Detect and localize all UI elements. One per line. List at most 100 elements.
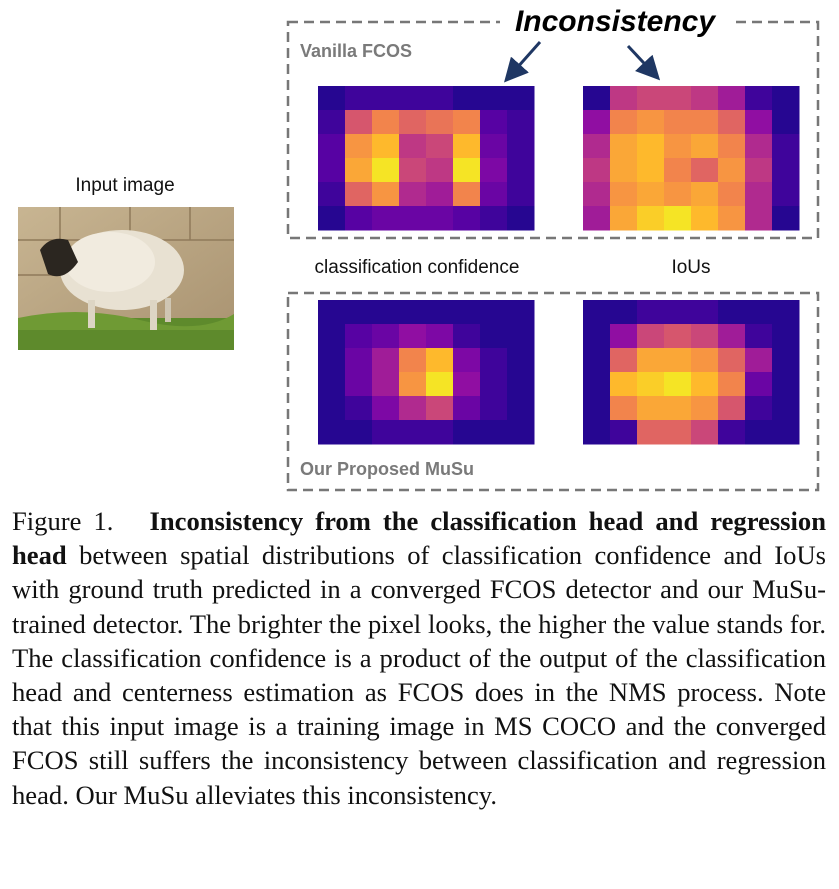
heatmap-cell — [718, 206, 746, 231]
heatmap-cell — [453, 300, 481, 325]
heatmap-cell — [583, 348, 611, 373]
heatmap-cell — [480, 86, 508, 111]
heatmap-cell — [664, 348, 692, 373]
heatmap — [318, 300, 535, 445]
heatmap-cell — [772, 348, 800, 373]
heatmap-cell — [664, 372, 692, 397]
heatmap-cell — [583, 396, 611, 421]
heatmap-cell — [691, 348, 719, 373]
heatmap-cell — [745, 110, 773, 135]
heatmap-cell — [453, 372, 481, 397]
heatmap-cell — [583, 206, 611, 231]
heatmap-cell — [480, 396, 508, 421]
heatmap-cell — [718, 86, 746, 111]
heatmap-cell — [664, 86, 692, 111]
caption-label: Figure 1. — [12, 506, 114, 536]
heatmap-cell — [399, 134, 427, 159]
heatmap-cell — [637, 348, 665, 373]
heatmap-cell — [372, 86, 400, 111]
heatmap-cell — [745, 372, 773, 397]
heatmap-cell — [480, 300, 508, 325]
heatmap-cell — [453, 348, 481, 373]
heatmap-cell — [372, 110, 400, 135]
heatmap-cell — [583, 134, 611, 159]
heatmap-cell — [637, 182, 665, 207]
heatmap-cell — [372, 182, 400, 207]
input-label: Input image — [75, 175, 174, 196]
heatmap-cell — [718, 372, 746, 397]
heatmap-cell — [453, 324, 481, 349]
box-label: Vanilla FCOS — [300, 41, 412, 61]
heatmap-cell — [453, 206, 481, 231]
heatmap-cell — [426, 396, 454, 421]
heatmap — [583, 86, 800, 231]
heatmap-cell — [318, 86, 346, 111]
heatmap-cell — [583, 86, 611, 111]
heatmap-cell — [718, 110, 746, 135]
heatmap-cell — [610, 110, 638, 135]
heatmap-cell — [345, 372, 373, 397]
heatmap-cell — [507, 158, 535, 183]
heatmap-cell — [345, 324, 373, 349]
heatmap-cell — [480, 110, 508, 135]
input-image — [18, 207, 234, 350]
heatmap-cell — [637, 420, 665, 445]
heatmap-cell — [426, 110, 454, 135]
heatmap-cell — [610, 396, 638, 421]
heatmap-cell — [372, 420, 400, 445]
heatmap-cell — [637, 300, 665, 325]
heatmap-cell — [426, 420, 454, 445]
heatmap-cell — [745, 182, 773, 207]
heatmap-cell — [637, 134, 665, 159]
callout: Inconsistency — [515, 5, 716, 38]
heatmap-cell — [345, 300, 373, 325]
heatmap-cell — [745, 300, 773, 325]
heatmap-cell — [507, 348, 535, 373]
heatmap-cell — [318, 206, 346, 231]
heatmap-cell — [664, 182, 692, 207]
heatmap-cell — [610, 420, 638, 445]
heatmap-cell — [345, 134, 373, 159]
heatmap-cell — [637, 206, 665, 231]
heatmap-cell — [318, 300, 346, 325]
heatmap-cell — [426, 372, 454, 397]
heatmap-cell — [691, 110, 719, 135]
heatmap-cell — [453, 86, 481, 111]
heatmap-cell — [664, 396, 692, 421]
heatmap-cell — [372, 324, 400, 349]
heatmap-cell — [399, 420, 427, 445]
heatmap-cell — [691, 134, 719, 159]
heatmap-cell — [399, 324, 427, 349]
heatmap-cell — [691, 182, 719, 207]
heatmap-cell — [745, 348, 773, 373]
heatmap-cell — [453, 182, 481, 207]
heatmap-cell — [664, 420, 692, 445]
heatmap-cell — [772, 158, 800, 183]
heatmap-cell — [745, 206, 773, 231]
heatmap-cell — [399, 158, 427, 183]
heatmap-cell — [426, 86, 454, 111]
heatmap — [583, 300, 800, 445]
box-label: Our Proposed MuSu — [300, 459, 474, 479]
heatmap-cell — [610, 206, 638, 231]
column-label: classification confidence — [315, 257, 520, 278]
heatmap-cell — [745, 396, 773, 421]
heatmap-cell — [480, 420, 508, 445]
heatmap-cell — [772, 324, 800, 349]
heatmap-cell — [691, 372, 719, 397]
heatmap-cell — [345, 86, 373, 111]
heatmap-cell — [426, 182, 454, 207]
heatmap-cell — [745, 134, 773, 159]
heatmap-cell — [453, 420, 481, 445]
heatmap-cell — [372, 372, 400, 397]
heatmap-cell — [318, 348, 346, 373]
heatmap-cell — [318, 134, 346, 159]
heatmap-cell — [507, 324, 535, 349]
heatmap-cell — [610, 348, 638, 373]
heatmap-cell — [318, 158, 346, 183]
heatmap-cell — [583, 324, 611, 349]
heatmap-cell — [507, 420, 535, 445]
heatmap-cell — [507, 182, 535, 207]
heatmap-cell — [610, 182, 638, 207]
callout-bg — [500, 6, 730, 40]
